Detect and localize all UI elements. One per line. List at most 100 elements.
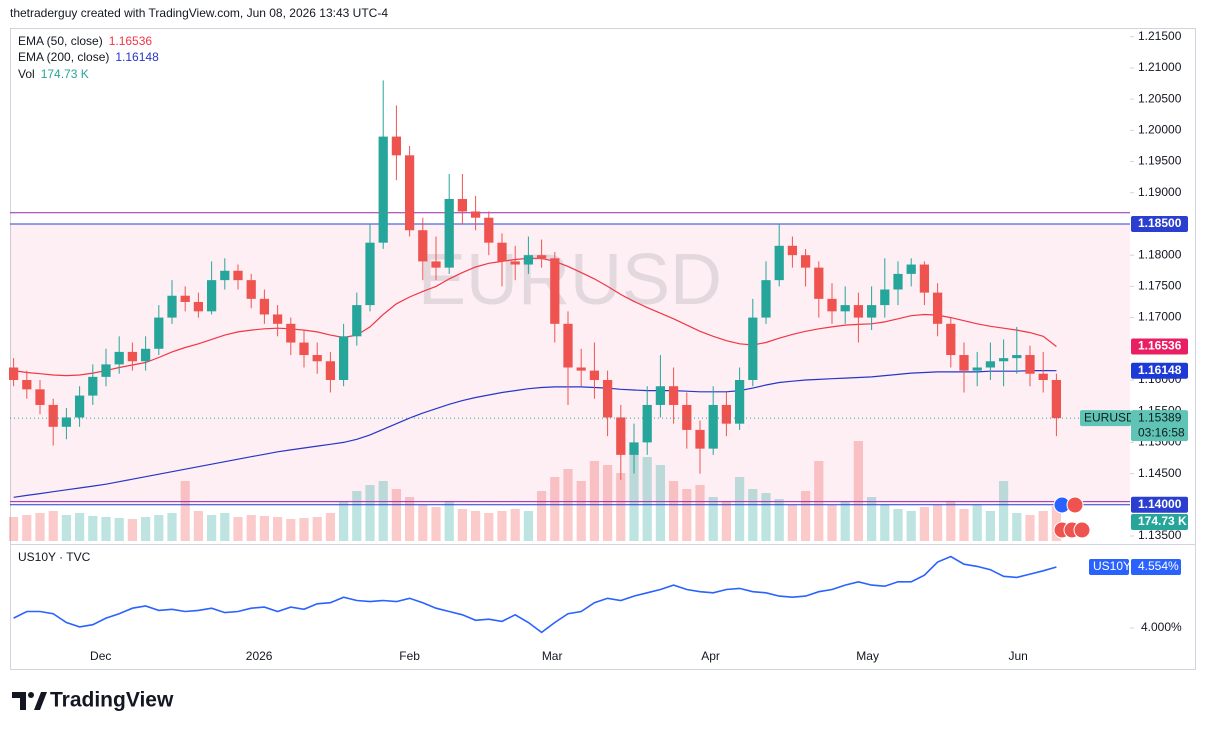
candle-body (840, 305, 850, 312)
volume-bar (774, 499, 784, 541)
candle-body (708, 404, 718, 449)
main-pane: EURUSD1.135001.145001.150001.155001.1600… (8, 29, 1188, 542)
volume-bar (127, 519, 138, 541)
candle-body (22, 379, 32, 390)
ema-line (13, 257, 1057, 377)
volume-bar (655, 465, 666, 541)
volume-bar (8, 517, 19, 541)
candle-body (893, 273, 903, 290)
candle-body (919, 264, 930, 293)
volume-bar (206, 515, 217, 541)
candle-body (497, 242, 507, 262)
candle-body (761, 280, 771, 318)
volume-bar (233, 517, 243, 541)
candle-body (932, 292, 943, 324)
volume-bar (787, 505, 798, 541)
volume-bar (418, 505, 428, 541)
volume-bar (378, 481, 388, 541)
volume-bar (180, 481, 190, 541)
level-label: 1.18500 (1138, 216, 1182, 230)
us10y-pane: 4.000% US10Y · TVC US10Y 4.554% (13, 550, 1182, 634)
x-tick-label: Mar (542, 649, 563, 663)
volume-bar (695, 485, 705, 541)
volume-bar (932, 505, 943, 541)
volume-bar (642, 457, 652, 541)
ema-label: 1.16536 (1138, 339, 1182, 353)
candle-body (800, 255, 811, 268)
volume-bar (1051, 506, 1062, 541)
y-tick-label: 1.20500 (1138, 91, 1182, 105)
volume-bar (312, 517, 322, 541)
volume-bar (1025, 515, 1035, 541)
candle-body (985, 361, 996, 368)
candle-body (338, 336, 349, 380)
volume-bar (35, 513, 45, 541)
candle-body (61, 417, 72, 427)
y-tick-label: 1.21000 (1138, 60, 1182, 74)
last-price: 1.15389 (1138, 410, 1182, 424)
volume-bar (866, 497, 877, 541)
candle-body (629, 442, 639, 455)
volume-bar (404, 497, 415, 541)
volume-bar (919, 507, 930, 541)
volume-bar (470, 511, 481, 541)
candle-body (510, 261, 520, 265)
event-icons (1053, 496, 1091, 539)
pane-title: US10Y · TVC (18, 550, 91, 564)
volume-bar (602, 465, 613, 541)
event-icon[interactable] (1073, 521, 1091, 539)
volume-bar (220, 513, 230, 541)
ema-label-box (1131, 362, 1188, 379)
volume-bar (352, 491, 362, 541)
candle-body (246, 280, 256, 299)
candle-body (272, 314, 283, 324)
candle-body (127, 351, 138, 362)
x-tick-label: Dec (90, 649, 111, 663)
candle-body (748, 317, 758, 380)
volume-bar (880, 505, 890, 541)
candle-body (484, 217, 494, 243)
level-label: 1.14000 (1138, 497, 1182, 511)
y-tick-label: 1.14500 (1138, 466, 1182, 480)
volume-bar (998, 481, 1009, 541)
volume-bar (338, 501, 349, 541)
candle-body (946, 323, 956, 356)
volume-bar (246, 515, 256, 541)
candle-body (167, 295, 177, 318)
volume-bar (272, 517, 283, 541)
header: thetraderguy created with TradingView.co… (10, 6, 388, 20)
candle-body (668, 386, 679, 405)
volume-bar (510, 509, 520, 541)
candle-body (325, 361, 336, 380)
candle-body (444, 199, 454, 268)
value-label: 4.554% (1138, 559, 1179, 573)
candle-body (286, 323, 296, 343)
candle-body (721, 404, 732, 424)
volume-bar (48, 511, 58, 541)
y-tick-label: 1.19000 (1138, 185, 1182, 199)
candle-body (101, 364, 111, 377)
volume-bar (906, 511, 916, 541)
logo: TradingView (12, 689, 174, 712)
volume-bar (497, 511, 507, 541)
candle-body (233, 270, 243, 281)
candle-body (1025, 355, 1035, 374)
volume-bar (800, 491, 811, 541)
candle-body (431, 261, 441, 268)
logo-text: TradingView (50, 689, 174, 712)
candle-body (193, 301, 204, 312)
candle-body (154, 317, 164, 349)
candle-body (88, 376, 98, 396)
volume-bar (74, 513, 85, 541)
volume-box (1131, 514, 1188, 530)
volume-bar (154, 515, 164, 541)
y-tick-label: 1.18000 (1138, 247, 1182, 261)
volume-bar (827, 505, 837, 541)
candle-body (378, 136, 388, 243)
candle-body (180, 295, 190, 302)
candle-body (48, 404, 58, 427)
level-label-box (1131, 496, 1188, 513)
candle-body (695, 429, 705, 449)
event-icon[interactable] (1066, 496, 1084, 514)
volume-bar (193, 511, 204, 541)
